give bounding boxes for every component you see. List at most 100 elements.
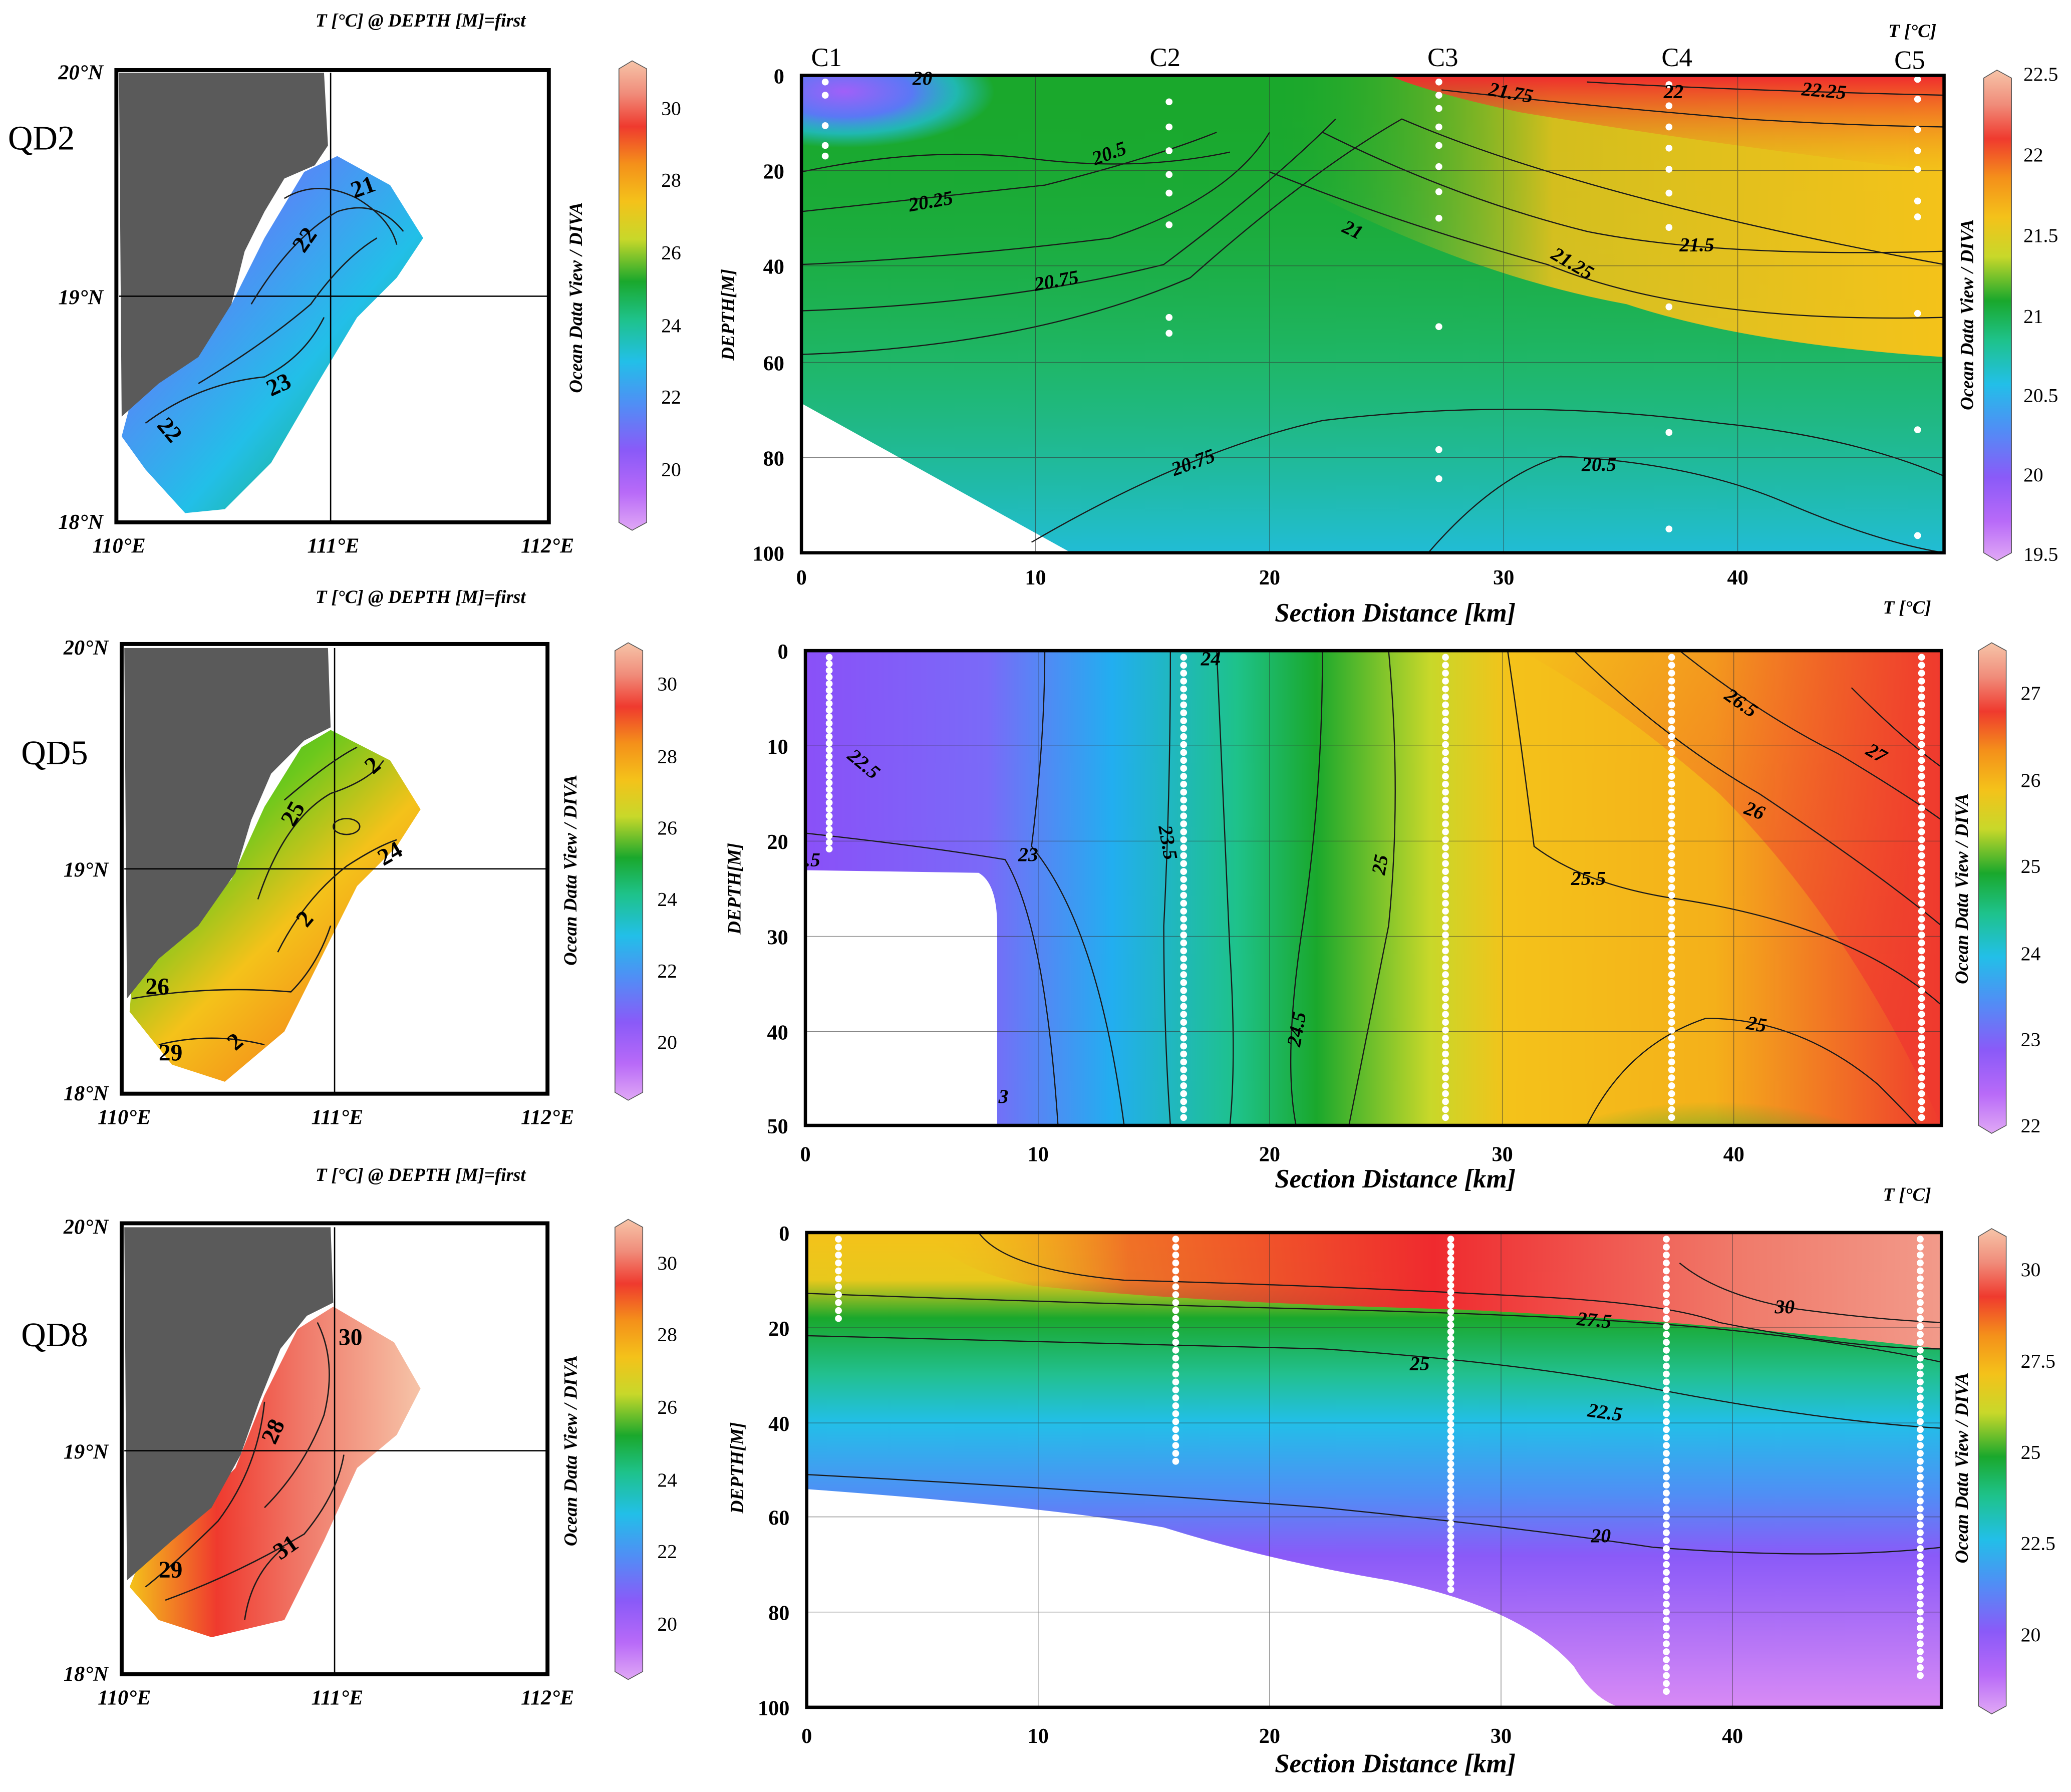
svg-text:111°E: 111°E [311,1105,363,1129]
sample-dot [1665,189,1673,197]
svg-text:25: 25 [1367,853,1392,877]
svg-text:30: 30 [339,1324,363,1350]
partial-contour-label: 3 [998,1085,1009,1107]
sample-dot [1447,1566,1454,1574]
sample-dot [1917,1593,1924,1600]
y-axis-label: DEPTH[M] [727,1422,747,1515]
sample-dot [1918,860,1925,867]
svg-text:80: 80 [763,447,784,470]
sample-dot [1447,1513,1454,1521]
station-labels: C1 C2 C3 C4 C5 [811,43,1925,75]
sample-dot [1447,1302,1454,1309]
sample-dot [1918,780,1925,788]
colorbar-ticks: 22.5 22 21.5 21 20.5 20 19.5 [2023,63,2058,565]
sample-dot [1668,804,1675,812]
sample-dot [1447,1420,1454,1428]
sample-dot [1917,1339,1924,1346]
sample-dot [1665,144,1673,152]
sample-dot [835,1244,842,1251]
sample-dot [1663,1442,1670,1449]
sample-dot [1165,147,1173,154]
sample-dot [1663,1354,1670,1362]
sample-dot [1447,1573,1454,1580]
sample-dot [1172,1442,1179,1449]
sample-dot [1172,1410,1179,1417]
sample-dot [1663,1299,1670,1306]
sample-dot [1918,677,1925,685]
svg-text:30: 30 [1492,1142,1513,1166]
svg-text:0: 0 [779,1222,789,1246]
svg-text:21: 21 [2023,305,2043,327]
sample-dot [1442,916,1449,923]
sample-dot [1668,693,1675,701]
sample-dot [1668,757,1675,764]
sample-dot [835,1315,842,1322]
y-tick-labels: 0 20 40 60 80 100 [752,65,784,565]
svg-text:0: 0 [796,566,807,589]
sample-dot [1447,1494,1454,1501]
sample-dot [1918,670,1925,677]
sample-dot [1442,701,1449,709]
svg-text:40: 40 [768,1412,789,1436]
sample-dot [1435,214,1442,222]
svg-text:20: 20 [1259,566,1280,589]
sample-dot [1917,1585,1924,1592]
sample-dot [825,720,833,727]
svg-text:112°E: 112°E [521,1105,574,1129]
sample-dot [1435,163,1442,170]
sample-dot [1917,1378,1924,1386]
svg-text:110°E: 110°E [93,534,146,558]
sample-dot [1442,1066,1449,1074]
sample-dot [1663,1593,1670,1600]
svg-text:20: 20 [657,1031,677,1053]
sample-dot [1918,971,1925,978]
sample-dot [1165,330,1173,337]
sample-dot [1917,1457,1924,1465]
sample-dot [1917,1545,1924,1552]
sample-dot [1447,1236,1454,1243]
sample-dot [1442,709,1449,717]
sample-dot [1918,1106,1925,1113]
sample-dot [1668,916,1675,923]
sample-dot [1917,1672,1924,1679]
sample-dot [1663,1545,1670,1552]
svg-text:26: 26 [657,817,677,839]
section-field [806,1232,1942,1707]
sample-dot [1442,677,1449,685]
sample-dot [1918,725,1925,732]
sample-dot [1442,931,1449,939]
svg-text:23: 23 [1018,843,1038,865]
station-samples [835,1236,1924,1695]
sample-dot [1172,1339,1179,1346]
sample-dot [1663,1347,1670,1354]
sample-dot [1180,955,1188,963]
odv-credit: Ocean Data View / DIVA [1951,793,1972,984]
sample-dot [1442,1011,1449,1018]
section-contours [801,81,1944,553]
svg-text:30: 30 [1493,566,1514,589]
sample-dot [1447,1520,1454,1527]
section-qd5: 22.5 23 23.5 24 25 24.5 25.5 26 26.5 27 … [724,597,2041,1193]
sample-dot [1172,1307,1179,1314]
svg-text:20: 20 [661,459,681,481]
svg-text:24: 24 [657,888,677,911]
sample-dot [1442,860,1449,867]
sample-dot [1668,1027,1675,1034]
sample-dot [1447,1427,1454,1434]
sample-dot [1918,891,1925,899]
section-frame [799,74,1946,555]
sample-dot [1435,475,1442,482]
sample-dot [1442,844,1449,851]
svg-text:C2: C2 [1149,43,1180,72]
sample-dot [1668,725,1675,732]
sample-dot [1442,717,1449,724]
sample-dot [825,792,833,800]
sample-dot [1917,1569,1924,1576]
sample-dot [825,845,833,853]
sample-dot [1447,1374,1454,1382]
sample-dot [1918,883,1925,891]
sample-dot [1668,1114,1675,1121]
sample-dot [1668,1042,1675,1050]
x-axis-label: Section Distance [km] [1275,599,1516,628]
section-field [805,651,1942,1126]
